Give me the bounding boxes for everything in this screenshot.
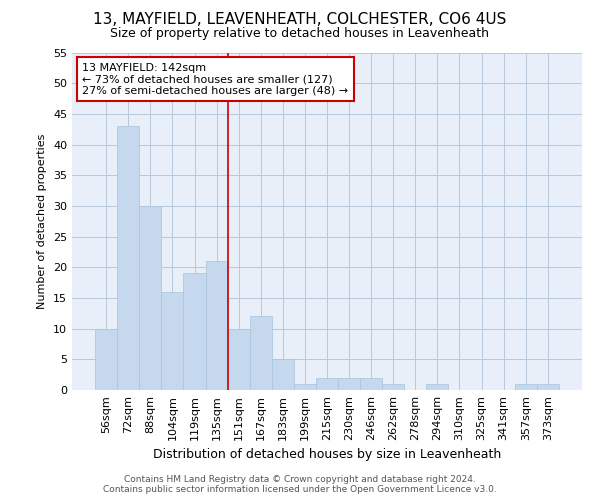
Bar <box>95 328 117 390</box>
Bar <box>272 360 294 390</box>
Text: 13, MAYFIELD, LEAVENHEATH, COLCHESTER, CO6 4US: 13, MAYFIELD, LEAVENHEATH, COLCHESTER, C… <box>94 12 506 28</box>
Bar <box>360 378 382 390</box>
Bar <box>537 384 559 390</box>
X-axis label: Distribution of detached houses by size in Leavenheath: Distribution of detached houses by size … <box>153 448 501 462</box>
Text: Size of property relative to detached houses in Leavenheath: Size of property relative to detached ho… <box>110 28 490 40</box>
Bar <box>206 261 227 390</box>
Text: 13 MAYFIELD: 142sqm
← 73% of detached houses are smaller (127)
27% of semi-detac: 13 MAYFIELD: 142sqm ← 73% of detached ho… <box>82 62 349 96</box>
Bar <box>117 126 139 390</box>
Bar <box>338 378 360 390</box>
Bar <box>184 274 206 390</box>
Bar <box>316 378 338 390</box>
Y-axis label: Number of detached properties: Number of detached properties <box>37 134 47 309</box>
Text: Contains HM Land Registry data © Crown copyright and database right 2024.
Contai: Contains HM Land Registry data © Crown c… <box>103 474 497 494</box>
Bar <box>427 384 448 390</box>
Bar <box>139 206 161 390</box>
Bar <box>250 316 272 390</box>
Bar <box>294 384 316 390</box>
Bar <box>515 384 537 390</box>
Bar <box>382 384 404 390</box>
Bar <box>227 328 250 390</box>
Bar <box>161 292 184 390</box>
